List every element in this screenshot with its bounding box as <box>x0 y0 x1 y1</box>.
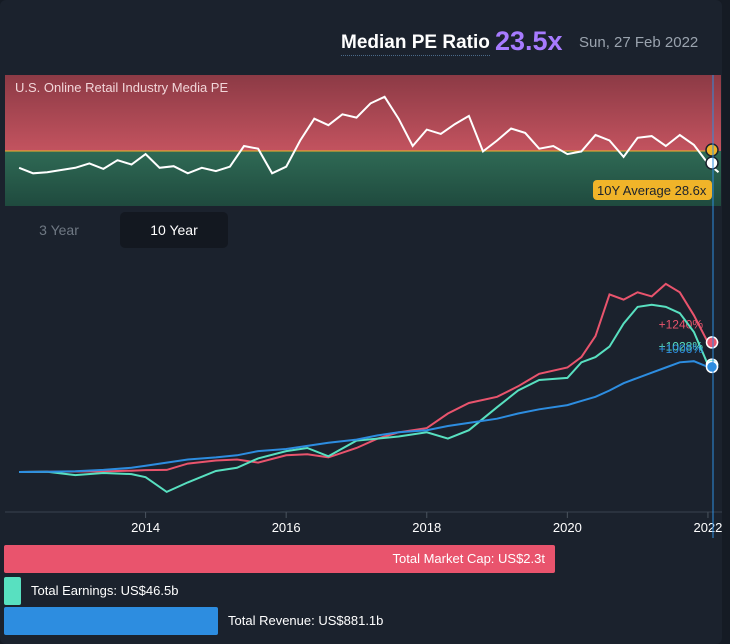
page-title: Median PE Ratio <box>341 32 490 56</box>
average-badge <box>593 180 712 200</box>
earnings-bar <box>4 577 21 605</box>
x-tick-label: 2014 <box>131 520 160 535</box>
earnings-label: Total Earnings: US$46.5b <box>31 583 179 598</box>
revenue-line-marker <box>705 360 719 374</box>
growth-lines: +1240% +1028%+1006% <box>19 282 719 494</box>
revenue-line-growth-label: +1006% <box>659 342 704 356</box>
revenue-line <box>19 360 719 473</box>
market-cap-line-marker <box>705 336 719 349</box>
chart-header: Median PE Ratio 23.5x Sun, 27 Feb 2022 <box>0 26 722 58</box>
average-badge-label: 10Y Average 28.6x <box>597 183 707 198</box>
pe-panel-label: U.S. Online Retail Industry Media PE <box>15 80 228 95</box>
market-cap-line <box>19 282 719 473</box>
pe-ratio-line <box>18 95 720 175</box>
earnings-line-growth-label: +1028% <box>659 340 704 354</box>
earnings-line <box>19 303 719 494</box>
tab-10-year[interactable]: 10 Year <box>120 212 228 248</box>
market-cap-line-growth-label: +1240% <box>659 317 704 331</box>
x-axis: 2014 2016 2018 2020 2022 <box>5 511 722 535</box>
x-tick-label: 2016 <box>272 520 301 535</box>
tab-3-year[interactable]: 3 Year <box>39 222 79 238</box>
revenue-label: Total Revenue: US$881.1b <box>228 613 384 628</box>
revenue-bar <box>4 607 218 635</box>
x-tick-label: 2020 <box>553 520 582 535</box>
date-label: Sun, 27 Feb 2022 <box>579 34 699 51</box>
x-tick-label: 2022 <box>693 520 722 535</box>
market-cap-bar: Total Market Cap: US$2.3t <box>4 545 555 573</box>
x-tick-label: 2018 <box>412 520 441 535</box>
pe-current-marker <box>705 156 719 170</box>
pe-value: 23.5x <box>495 26 563 56</box>
average-marker <box>705 143 719 157</box>
